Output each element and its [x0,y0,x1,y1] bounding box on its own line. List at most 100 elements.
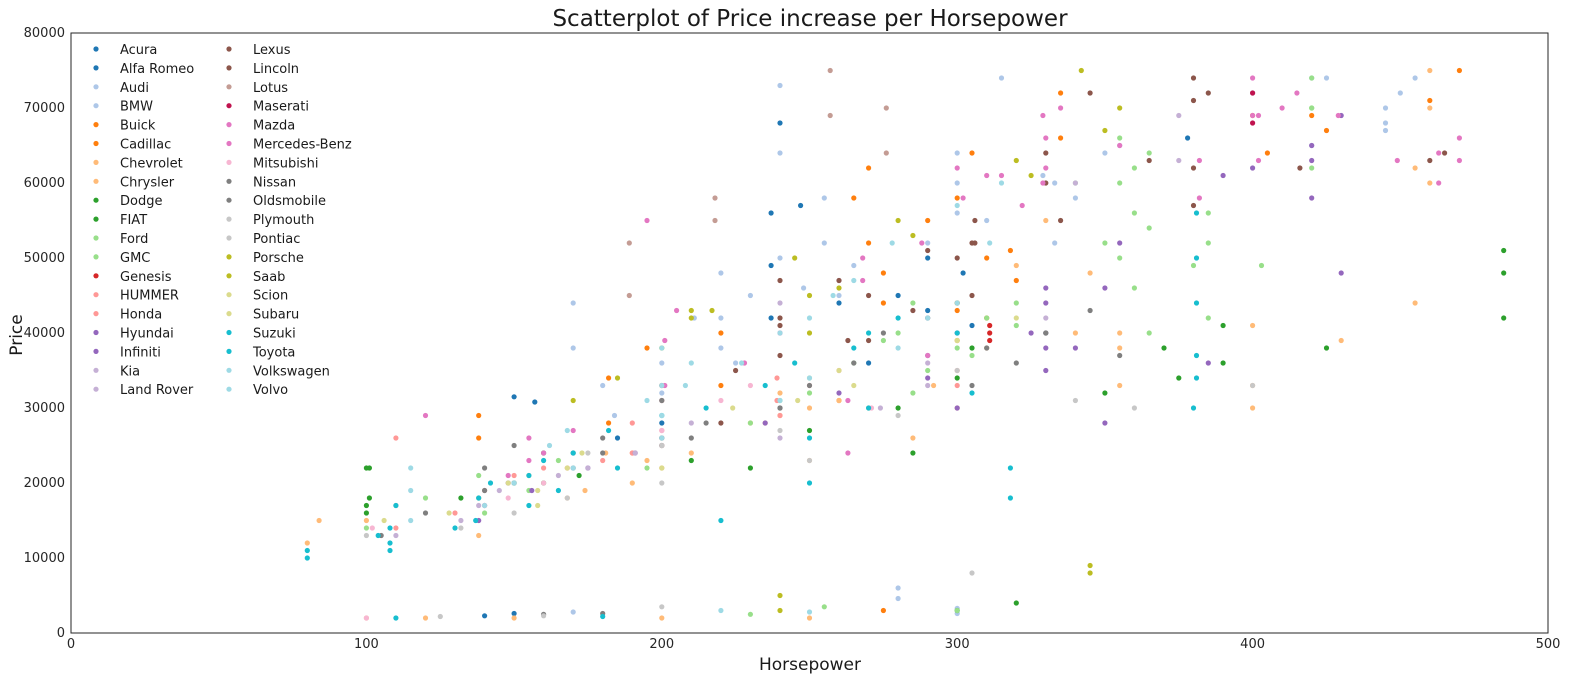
data-point [526,502,532,509]
data-point [659,480,665,486]
data-point [1427,157,1433,164]
data-point [1013,322,1019,329]
data-point [777,277,783,284]
data-point [845,450,851,456]
legend-label: Mitsubishi [253,156,318,171]
data-point [570,609,576,615]
data-point [777,352,783,359]
data-point [659,382,665,389]
data-point [600,450,606,456]
data-point [895,412,901,419]
data-point [798,202,804,209]
data-point [774,375,780,381]
data-point [762,382,768,389]
data-point [925,367,931,374]
data-point [606,427,612,434]
data-point [925,315,931,321]
data-point [1072,345,1078,351]
data-point [795,397,801,404]
data-point [659,442,665,449]
data-point [1309,112,1315,119]
data-point [422,615,429,621]
data-point [585,465,591,471]
data-point [529,487,535,494]
data-point [570,345,576,351]
data-point [476,495,482,501]
plot-points [304,67,1507,621]
data-point [1309,165,1315,171]
data-point [1382,105,1389,111]
data-point [555,457,562,464]
data-point [437,613,443,620]
data-point [1193,352,1200,359]
legend-marker [226,103,232,109]
data-point [860,277,866,284]
data-point [806,615,813,621]
legend-label: Audi [120,81,149,96]
x-tick-label: 300 [945,637,970,652]
data-point [600,435,606,441]
legend-marker [93,178,99,184]
data-point [659,412,665,419]
data-point [836,300,842,306]
data-point [1205,240,1211,246]
data-point [806,609,813,615]
data-point [1294,90,1300,96]
data-point [730,405,736,411]
data-point [659,345,665,351]
data-point [688,457,694,464]
data-point [931,382,937,389]
data-point [821,604,827,610]
data-point [1427,105,1433,111]
data-point [564,495,570,501]
legend-marker [93,46,99,52]
data-point [1250,382,1256,389]
legend-label: Lotus [253,81,288,96]
data-point [806,457,813,464]
data-point [570,300,576,306]
data-point [1193,300,1200,306]
data-point [682,382,689,389]
data-point [476,502,482,509]
data-point [659,465,665,471]
data-point [564,465,570,471]
data-point [1087,307,1093,314]
legend-label: Nissan [253,175,296,190]
legend-label: Plymouth [253,213,314,228]
data-point [476,435,482,441]
data-point [1043,150,1049,156]
data-point [1279,105,1285,111]
data-point [1190,97,1197,104]
data-point [1007,247,1014,254]
data-point [1456,135,1462,141]
data-point [1196,195,1202,201]
legend-label: FIAT [120,213,147,228]
data-point [1250,120,1256,126]
data-point [860,255,866,261]
legend-marker [93,311,99,317]
data-point [1058,90,1064,96]
data-point [806,375,813,381]
data-point [511,472,517,479]
data-point [998,180,1005,186]
data-point [954,255,960,261]
data-point [659,615,665,621]
y-tick-label: 60000 [24,176,65,191]
data-point [1043,165,1049,171]
data-point [954,300,960,306]
data-point [709,307,715,314]
data-point [969,322,975,329]
y-axis-label: Price [7,314,27,355]
axis-ticks: 0 100 200 300 400 500 0 10000 20000 30000 40000 500… [24,26,1561,652]
data-point [526,472,532,479]
data-point [739,360,745,366]
data-point [688,307,694,314]
legend-label: Toyota [252,345,295,360]
data-point [1250,112,1256,119]
data-point [836,292,842,299]
data-point [845,397,851,404]
data-point [777,412,783,419]
data-point [984,315,990,321]
data-point [1028,330,1034,336]
data-point [895,405,901,411]
